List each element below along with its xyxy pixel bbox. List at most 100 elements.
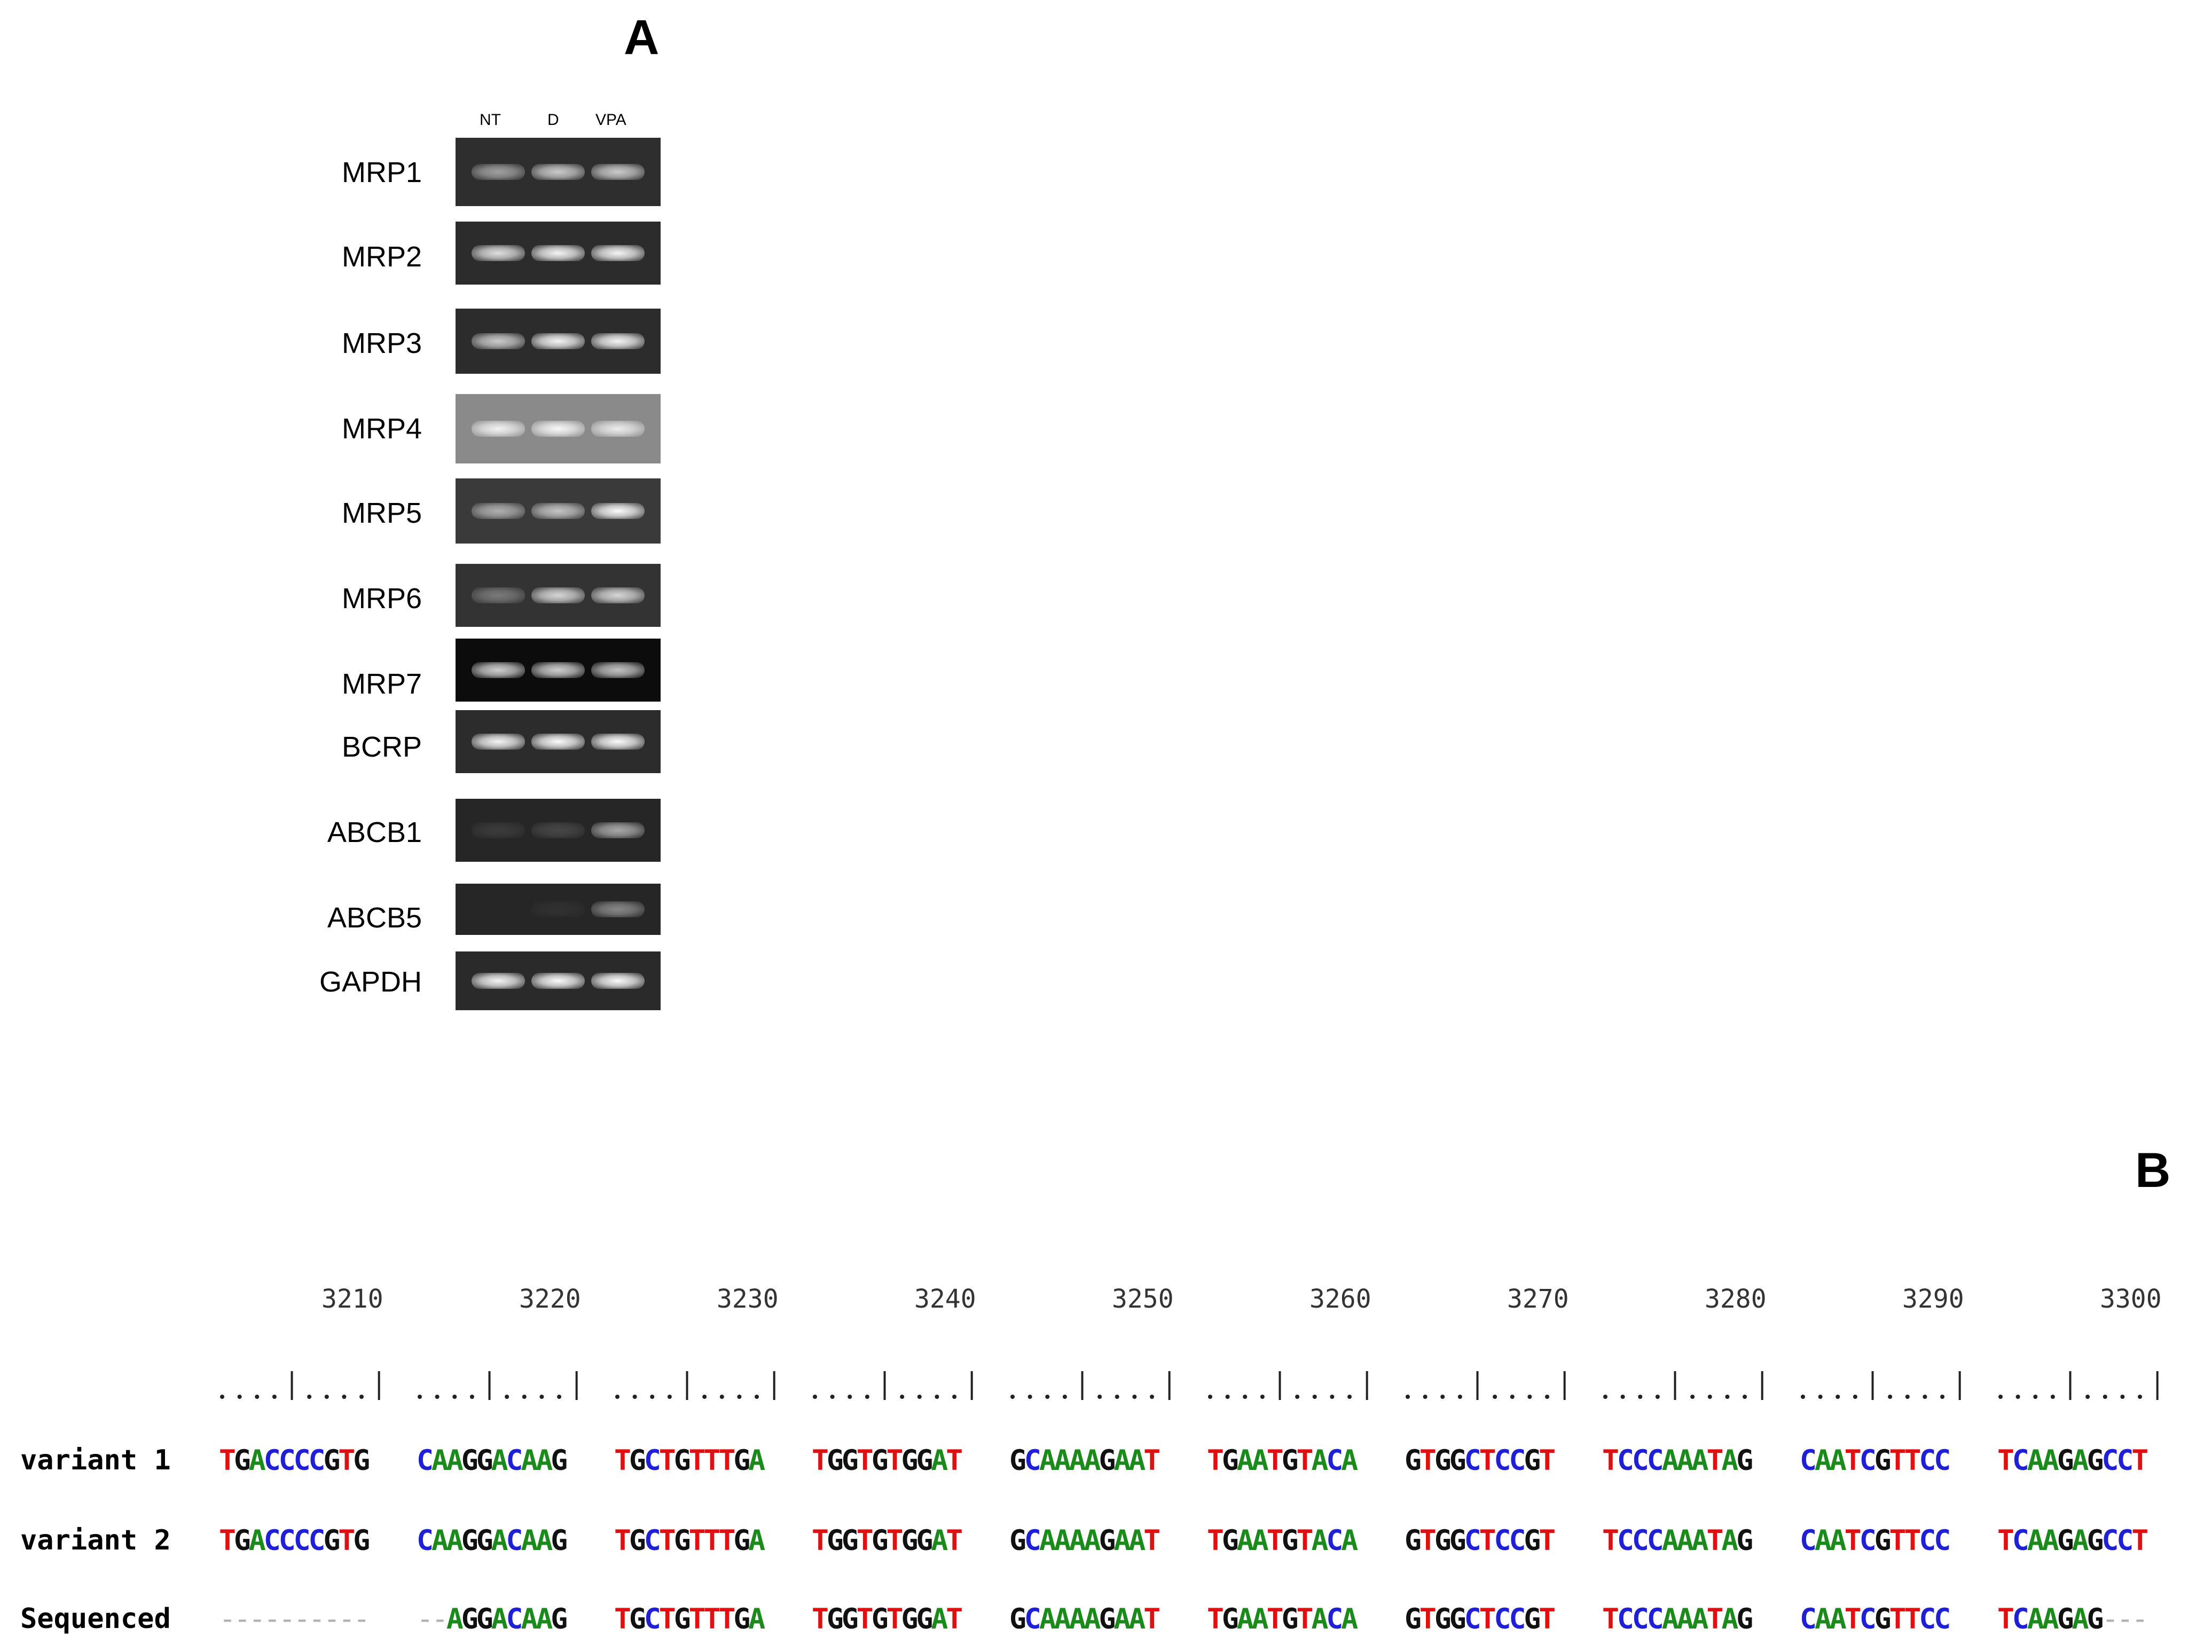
- ruler-dot: [2103, 1395, 2107, 1399]
- ruler-dot: [2033, 1395, 2038, 1399]
- ruler-dot: [952, 1395, 957, 1399]
- sequence-block: TGCTGTTTGA: [614, 1524, 765, 1557]
- gene-label-bcrp: BCRP: [341, 731, 422, 763]
- band-bcrp-d: [531, 734, 585, 750]
- band-mrp1-d: [531, 164, 585, 180]
- alignment-row-variant-1: variant 1 TGACCCCGTG CAAGGACAAG TGCTGTTTGA T…: [0, 1444, 2212, 1477]
- sequence-block: TGCTGTTTGA: [614, 1603, 765, 1635]
- sequence-block: CAAGGACAAG: [417, 1444, 568, 1477]
- gel-mrp1: [456, 138, 661, 206]
- ruler-dot: [1115, 1395, 1119, 1399]
- ruler-dot: [1923, 1395, 1927, 1399]
- ruler-dot: [307, 1395, 312, 1399]
- band-gapdh-d: [531, 973, 585, 989]
- gene-label-abcb1: ABCB1: [327, 816, 422, 848]
- ruler-dot: [255, 1395, 260, 1399]
- gene-label-abcb5: ABCB5: [327, 902, 422, 934]
- position-label-3250: 3250: [1112, 1284, 1174, 1314]
- ruler-dot: [237, 1395, 242, 1399]
- band-mrp2-vpa: [591, 245, 645, 261]
- ruler-dot: [755, 1395, 759, 1399]
- ruler-dot: [667, 1395, 672, 1399]
- gene-label-gapdh: GAPDH: [319, 966, 422, 998]
- ruler-dot: [1940, 1395, 1945, 1399]
- ruler-dot: [1010, 1395, 1015, 1399]
- sequence-block: TGAATGTACA: [1207, 1444, 1358, 1477]
- ruler-dot: [2050, 1395, 2055, 1399]
- ruler-dot: [900, 1395, 905, 1399]
- ruler-dot: [1527, 1395, 1532, 1399]
- band-mrp2-nt: [472, 245, 525, 261]
- ruler-dot: [1638, 1395, 1643, 1399]
- ruler-dot: [220, 1395, 224, 1399]
- ruler-dot: [1208, 1395, 1212, 1399]
- gel-mrp6: [456, 564, 661, 627]
- band-gapdh-vpa: [591, 973, 645, 989]
- gel-abcb1: [456, 799, 661, 862]
- band-mrp1-vpa: [591, 164, 645, 180]
- band-mrp3-d: [531, 333, 585, 349]
- band-mrp5-d: [531, 503, 585, 519]
- gene-label-mrp3: MRP3: [341, 327, 422, 359]
- ruler-dot: [522, 1395, 527, 1399]
- ruler-dot: [1998, 1395, 2003, 1399]
- position-label-3280: 3280: [1705, 1284, 1767, 1314]
- band-mrp7-d: [531, 662, 585, 678]
- ruler-dot: [2015, 1395, 2020, 1399]
- ruler-dot: [1493, 1395, 1497, 1399]
- band-mrp7-nt: [472, 662, 525, 678]
- ruler-dot: [435, 1395, 440, 1399]
- sequence-block: TGGTGTGGAT: [812, 1524, 963, 1557]
- gel-mrp4: [456, 394, 661, 463]
- ruler-dot: [1545, 1395, 1550, 1399]
- gel-mrp7: [456, 639, 661, 702]
- ruler-dot: [1743, 1395, 1747, 1399]
- ruler-dot: [2085, 1395, 2090, 1399]
- gene-label-mrp6: MRP6: [341, 583, 422, 615]
- ruler-dot: [557, 1395, 562, 1399]
- ruler-dot: [505, 1395, 509, 1399]
- lane-header-vpa: VPA: [595, 111, 626, 129]
- band-mrp6-d: [531, 587, 585, 603]
- row-label: variant 2: [20, 1524, 171, 1556]
- gene-label-mrp2: MRP2: [341, 241, 422, 273]
- gene-label-mrp5: MRP5: [341, 497, 422, 529]
- position-label-3210: 3210: [321, 1284, 383, 1314]
- band-abcb5-vpa: [591, 901, 645, 917]
- gel-mrp2: [456, 222, 661, 285]
- band-mrp4-d: [531, 421, 585, 437]
- panel-a-letter: A: [624, 10, 660, 65]
- alignment-row-sequenced: Sequenced ---------- --AGGACAAG TGCTGTTTGA T…: [0, 1603, 2212, 1635]
- band-gapdh-nt: [472, 973, 525, 989]
- sequence-block: TCAAGAGCCT: [1997, 1524, 2148, 1557]
- sequence-block: CAATCGTTCC: [1800, 1603, 1951, 1635]
- ruler-dot: [1603, 1395, 1607, 1399]
- sequence-ruler: [220, 1371, 2159, 1400]
- gene-label-mrp1: MRP1: [341, 156, 422, 188]
- row-label: variant 1: [20, 1444, 171, 1476]
- sequence-block: CAATCGTTCC: [1800, 1524, 1951, 1557]
- row-label: Sequenced: [20, 1603, 171, 1635]
- band-mrp2-d: [531, 245, 585, 261]
- band-mrp4-nt: [472, 421, 525, 437]
- ruler-dot: [1406, 1395, 1410, 1399]
- ruler-dot: [1150, 1395, 1155, 1399]
- band-mrp4-vpa: [591, 421, 645, 437]
- ruler-dot: [342, 1395, 347, 1399]
- position-label-3220: 3220: [519, 1284, 581, 1314]
- ruler-dot: [1045, 1395, 1050, 1399]
- position-label-3260: 3260: [1309, 1284, 1371, 1314]
- gel-bcrp: [456, 710, 661, 773]
- sequence-block: TGGTGTGGAT: [812, 1444, 963, 1477]
- ruler-dot: [615, 1395, 619, 1399]
- ruler-dot: [539, 1395, 544, 1399]
- band-mrp5-nt: [472, 503, 525, 519]
- band-abcb1-nt: [472, 822, 525, 838]
- ruler-dot: [1707, 1395, 1712, 1399]
- ruler-dot: [1423, 1395, 1427, 1399]
- ruler-dot: [632, 1395, 637, 1399]
- ruler-dot: [1888, 1395, 1893, 1399]
- ruler-dot: [1690, 1395, 1695, 1399]
- ruler-dot: [1836, 1395, 1840, 1399]
- ruler-dot: [1295, 1395, 1300, 1399]
